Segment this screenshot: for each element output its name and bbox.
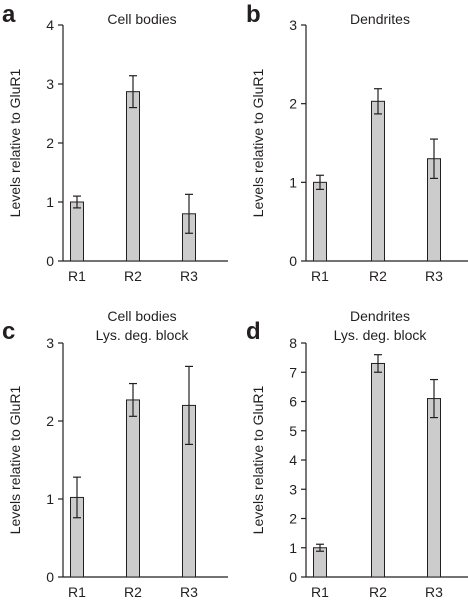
x-tick-label-a-r3: R3: [180, 268, 198, 284]
y-tick-label-d-5: 5: [289, 423, 297, 439]
x-tick-label-d-r3: R3: [425, 584, 443, 600]
y-axis-label-b: Levels relative to GluR1: [250, 68, 266, 217]
chart-title-d: Dendrites: [350, 308, 410, 324]
bar-a-r1: [70, 201, 84, 262]
y-tick-label-a-0: 0: [46, 253, 54, 269]
chart-title-a: Cell bodies: [107, 11, 176, 27]
y-tick-label-a-2: 2: [46, 135, 54, 151]
x-tick-label-c-r1: R1: [68, 584, 86, 600]
y-tick-label-c-3: 3: [46, 335, 54, 351]
y-tick-label-a-3: 3: [46, 76, 54, 92]
y-tick-label-d-3: 3: [289, 481, 297, 497]
x-tick-label-a-r1: R1: [68, 268, 86, 284]
y-tick-label-c-1: 1: [46, 491, 54, 507]
y-tick-label-d-6: 6: [289, 394, 297, 410]
x-tick-label-b-r3: R3: [425, 268, 443, 284]
y-tick-label-c-2: 2: [46, 413, 54, 429]
bar-b-r2: [371, 100, 385, 262]
y-tick-label-d-0: 0: [289, 569, 297, 585]
y-tick-label-b-3: 3: [289, 17, 297, 33]
bar-d-r1: [313, 547, 327, 578]
chart-title-d-line2: Lys. deg. block: [334, 327, 428, 343]
y-tick-label-c-0: 0: [46, 569, 54, 585]
bar-d-r2: [371, 362, 385, 578]
x-tick-label-c-r3: R3: [180, 584, 198, 600]
y-axis-label-c: Levels relative to GluR1: [7, 385, 23, 534]
y-tick-label-b-1: 1: [289, 174, 297, 190]
chart-title-b: Dendrites: [350, 11, 410, 27]
x-tick-label-d-r2: R2: [369, 584, 387, 600]
panel-letter-c: c: [2, 318, 15, 345]
bar-c-r2: [126, 399, 140, 578]
panel-letter-a: a: [2, 1, 16, 28]
chart-title-c-line2: Lys. deg. block: [96, 327, 190, 343]
y-tick-label-d-8: 8: [289, 335, 297, 351]
panel-letter-b: b: [246, 1, 261, 28]
x-tick-label-a-r2: R2: [124, 268, 142, 284]
y-tick-label-d-4: 4: [289, 452, 297, 468]
y-tick-label-a-1: 1: [46, 194, 54, 210]
panel-letter-d: d: [246, 318, 261, 345]
y-tick-label-d-7: 7: [289, 364, 297, 380]
bar-b-r1: [313, 181, 327, 262]
chart-title-c: Cell bodies: [107, 308, 176, 324]
y-axis-label-a: Levels relative to GluR1: [7, 68, 23, 217]
x-tick-label-c-r2: R2: [124, 584, 142, 600]
y-tick-label-d-1: 1: [289, 540, 297, 556]
y-axis-label-d: Levels relative to GluR1: [250, 385, 266, 534]
y-tick-label-b-0: 0: [289, 253, 297, 269]
x-tick-label-b-r1: R1: [311, 268, 329, 284]
bar-d-r3: [427, 398, 441, 578]
bar-a-r2: [126, 91, 140, 262]
y-tick-label-b-2: 2: [289, 96, 297, 112]
y-tick-label-a-4: 4: [46, 17, 54, 33]
y-tick-label-d-2: 2: [289, 511, 297, 527]
x-tick-label-b-r2: R2: [369, 268, 387, 284]
x-tick-label-d-r1: R1: [311, 584, 329, 600]
